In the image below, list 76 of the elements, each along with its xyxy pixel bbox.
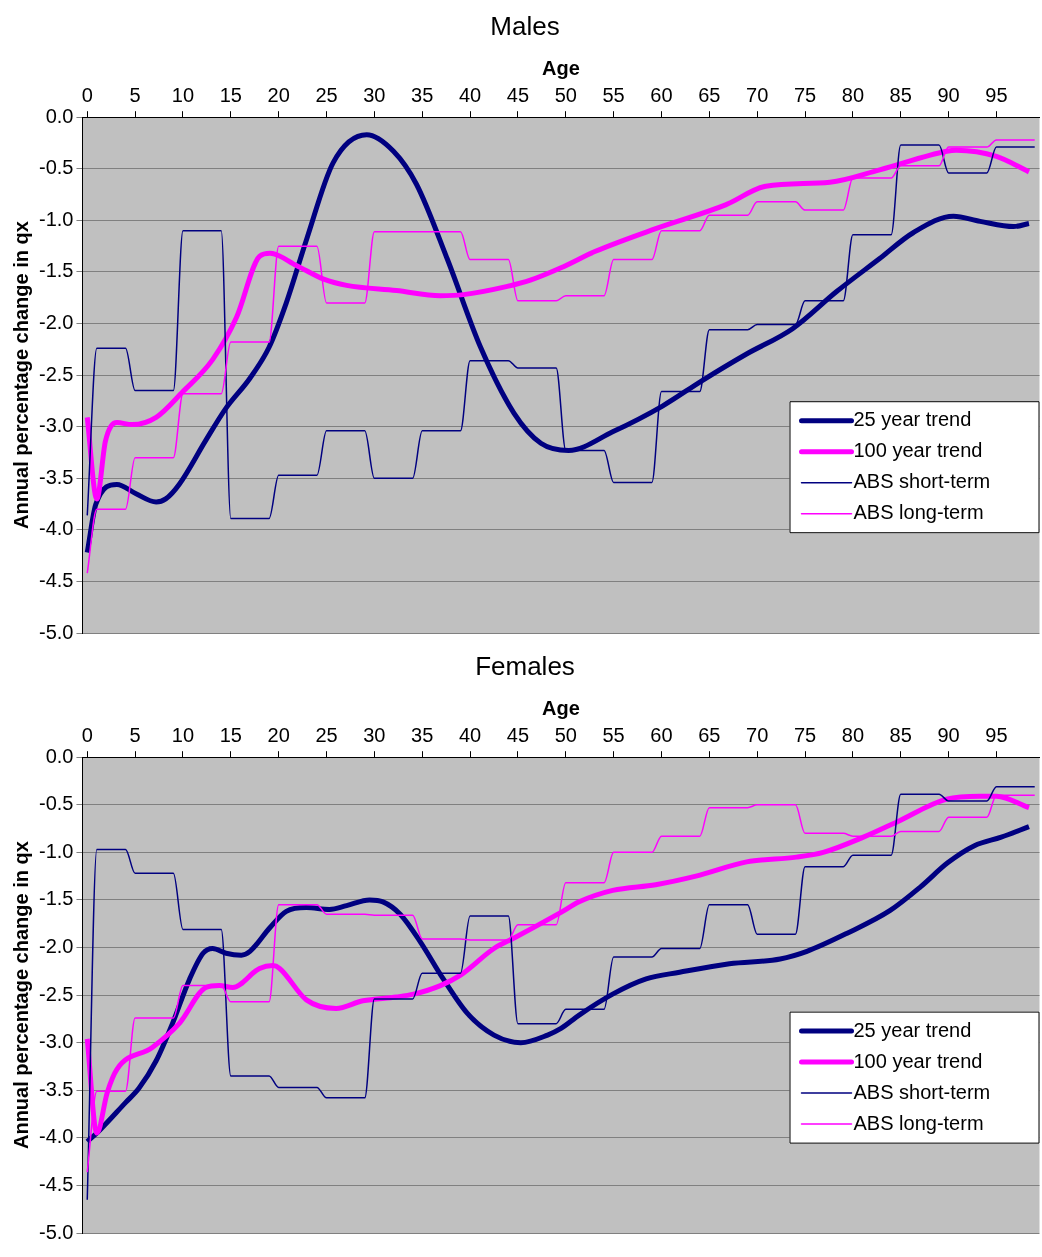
x-tick-label: 25 [315,723,338,746]
legend-label: ABS short-term [853,1080,991,1103]
x-axis-title: Age [542,56,580,79]
x-tick-label: 75 [793,83,817,106]
x-tick-label: 30 [363,723,386,746]
x-tick-label: 80 [841,723,864,746]
x-tick-label: 5 [129,83,141,106]
legend-label: 100 year trend [853,439,983,462]
y-tick-label: -1.5 [38,259,74,282]
x-tick-label: 50 [554,83,577,106]
legend-label: 100 year trend [853,1049,983,1072]
x-tick-label: 85 [889,83,912,106]
y-tick-label: -3.0 [38,1030,74,1053]
chart-title: Females [475,650,575,681]
legend-label: ABS long-term [853,501,984,524]
y-tick-label: -3.5 [38,465,74,488]
x-tick-label: 20 [267,723,290,746]
y-tick-label: -4.0 [38,1125,74,1148]
x-axis-title: Age [542,696,580,719]
y-tick-label: -2.5 [38,362,74,385]
x-tick-label: 10 [171,83,195,106]
x-tick-label: 80 [841,83,864,106]
x-tick-label: 15 [219,723,242,746]
y-tick-label: -3.0 [38,414,74,437]
x-tick-label: 75 [793,723,817,746]
y-tick-label: 0.0 [45,744,74,767]
x-tick-label: 85 [889,723,912,746]
x-tick-label: 90 [937,83,960,106]
x-tick-label: 65 [698,83,721,106]
y-tick-label: -5.0 [38,620,74,643]
y-tick-label: -1.0 [38,839,74,862]
x-tick-label: 40 [458,83,482,106]
y-tick-label: -2.5 [38,982,74,1005]
legend-label: ABS short-term [853,470,991,493]
x-tick-label: 65 [698,723,721,746]
x-tick-label: 25 [315,83,338,106]
y-tick-label: -4.5 [38,1172,74,1195]
x-tick-label: 40 [458,723,482,746]
y-tick-label: -2.0 [38,311,74,334]
y-tick-label: -5.0 [38,1220,74,1243]
x-tick-label: 95 [985,723,1008,746]
x-tick-label: 10 [171,723,195,746]
y-tick-label: -1.5 [38,887,74,910]
x-tick-label: 15 [219,83,242,106]
x-tick-label: 5 [129,723,141,746]
legend-label: ABS long-term [853,1111,984,1134]
x-tick-label: 45 [506,723,530,746]
x-tick-label: 70 [746,723,769,746]
x-tick-label: 60 [650,83,673,106]
x-tick-label: 45 [506,83,530,106]
x-tick-label: 35 [411,723,434,746]
y-tick-label: -4.0 [38,517,74,540]
y-tick-label: -1.0 [38,207,74,230]
y-tick-label: -2.0 [38,935,74,958]
y-tick-label: -0.5 [38,792,74,815]
x-tick-label: 90 [937,723,960,746]
legend-label: 25 year trend [853,1018,972,1041]
y-tick-label: -0.5 [38,156,74,179]
x-tick-label: 50 [554,723,577,746]
x-tick-label: 55 [602,83,625,106]
legend-label: 25 year trend [853,408,972,431]
chart-title: Males [490,10,560,41]
y-axis-title: Annual percentage change in qx [9,841,32,1150]
y-tick-label: -3.5 [38,1077,74,1100]
y-tick-label: 0.0 [45,104,74,127]
x-tick-label: 95 [985,83,1008,106]
x-tick-label: 0 [81,83,93,106]
y-tick-label: -4.5 [38,568,74,591]
x-tick-label: 30 [363,83,386,106]
x-tick-label: 55 [602,723,625,746]
x-tick-label: 70 [746,83,769,106]
x-tick-label: 35 [411,83,434,106]
x-tick-label: 0 [81,723,93,746]
y-axis-title: Annual percentage change in qx [9,221,32,530]
x-tick-label: 60 [650,723,673,746]
x-tick-label: 20 [267,83,290,106]
